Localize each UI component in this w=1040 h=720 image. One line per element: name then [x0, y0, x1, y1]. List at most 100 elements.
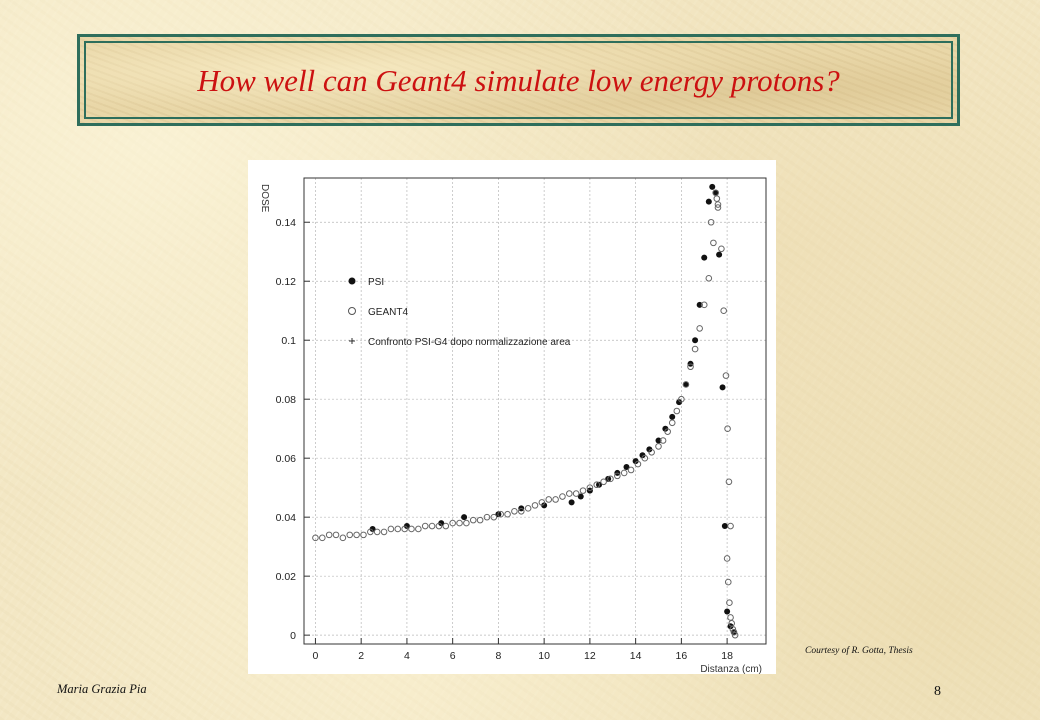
geant4-point	[387, 525, 395, 533]
geant4-point	[524, 505, 532, 512]
geant4-point	[713, 195, 721, 202]
geant4-point	[318, 534, 326, 542]
geant4-point	[714, 204, 722, 211]
geant4-point	[727, 614, 734, 621]
geant4-point	[718, 245, 725, 253]
geant4-point	[620, 469, 628, 477]
page-number: 8	[934, 684, 941, 699]
geant4-point	[353, 531, 360, 539]
psi-point	[495, 511, 502, 518]
geant4-point	[476, 516, 484, 524]
y-tick-label: 0.12	[276, 276, 297, 288]
geant4-point	[421, 522, 429, 530]
geant4-point	[707, 218, 715, 226]
geant4-point	[415, 525, 422, 533]
legend-label: GEANT4	[368, 307, 408, 318]
geant4-point	[634, 460, 642, 468]
dose-chart: 0 2 4 6 8 10 12 14 16 18 0 0.02 0.04 0.06 0.08 0.1 0.12 0…	[259, 177, 767, 674]
geant4-point	[497, 510, 504, 518]
geant4-point	[517, 507, 525, 515]
geant4-point	[655, 443, 662, 450]
geant4-point	[724, 425, 731, 432]
geant4-point	[720, 307, 727, 315]
geant4-point	[456, 519, 463, 527]
geant4-point	[687, 363, 694, 371]
geant4-point	[659, 437, 667, 444]
geant4-point	[648, 448, 655, 456]
geant4-point	[696, 325, 703, 332]
geant4-point	[435, 522, 443, 530]
geant4-point	[339, 534, 347, 542]
author-name: Maria Grazia Pia	[57, 682, 147, 696]
slide-title: How well can Geant4 simulate low energy …	[197, 63, 840, 98]
x-tick-label: 8	[495, 650, 501, 662]
psi-point	[724, 608, 731, 615]
legend-marker-psi	[348, 277, 356, 285]
psi-point	[577, 493, 584, 500]
psi-point	[605, 475, 612, 482]
geant4-point	[312, 534, 319, 542]
x-tick-label: 10	[538, 650, 550, 662]
geant4-point	[511, 507, 518, 515]
geant4-point	[727, 522, 734, 530]
psi-point	[669, 413, 676, 420]
y-tick-label: 0.08	[276, 394, 297, 406]
psi-point	[369, 525, 376, 532]
psi-point	[646, 446, 653, 453]
psi-point	[705, 198, 712, 205]
geant4-point	[586, 484, 594, 491]
psi-point	[655, 437, 662, 444]
geant4-point	[714, 201, 722, 208]
geant4-point	[394, 525, 402, 533]
geant4-point	[579, 487, 587, 494]
geant4-point	[325, 531, 333, 539]
geant4-point	[428, 522, 436, 530]
legend: PSI GEANT4 Confronto PSI-G4 dopo normalizz…	[348, 277, 571, 348]
plot-frame	[303, 177, 767, 645]
psi-point	[632, 458, 639, 465]
geant4-point	[728, 620, 735, 627]
psi-point	[696, 301, 703, 308]
courtesy-note: Courtesy of R. Gotta, Thesis	[805, 646, 913, 656]
x-tick-label: 14	[630, 650, 642, 662]
geant4-point	[401, 525, 408, 533]
geant4-point	[360, 531, 367, 539]
geant4-point	[730, 628, 738, 636]
geant4-point	[373, 528, 381, 536]
geant4-point	[559, 493, 566, 500]
geant4-point	[722, 372, 730, 379]
data-points	[312, 183, 739, 639]
x-tick-label: 2	[358, 650, 364, 662]
geant4-point	[552, 496, 559, 503]
geant4-point	[682, 381, 690, 388]
geant4-point	[566, 490, 573, 497]
psi-point	[639, 452, 646, 459]
x-axis-label: Distanza (cm)	[700, 664, 762, 674]
psi-point	[662, 425, 669, 432]
geant4-point	[469, 516, 477, 524]
y-tick-label: 0	[290, 630, 296, 642]
geant4-point	[678, 395, 685, 403]
psi-point	[541, 502, 548, 509]
geant4-point	[504, 510, 511, 518]
geant4-point	[725, 478, 733, 486]
geant4-point	[490, 513, 498, 521]
geant4-point	[449, 519, 456, 527]
geant4-point	[641, 454, 649, 462]
x-tick-label: 0	[313, 650, 319, 662]
geant4-point	[593, 481, 601, 489]
psi-point	[716, 251, 723, 258]
geant4-point	[607, 475, 614, 483]
geant4-point	[729, 625, 737, 633]
ticks: 0 2 4 6 8 10 12 14 16 18 0 0.02 0.04 0.06 0.08 0.1 0.12 0…	[276, 217, 734, 662]
geant4-point	[673, 407, 681, 415]
geant4-point	[664, 428, 671, 435]
psi-point	[596, 481, 603, 488]
geant4-point	[705, 274, 713, 282]
geant4-point	[668, 419, 676, 427]
psi-point	[676, 399, 683, 406]
geant4-point	[731, 631, 739, 639]
y-tick-label: 0.14	[276, 217, 297, 229]
x-tick-label: 18	[721, 650, 733, 662]
geant4-point	[572, 490, 580, 497]
